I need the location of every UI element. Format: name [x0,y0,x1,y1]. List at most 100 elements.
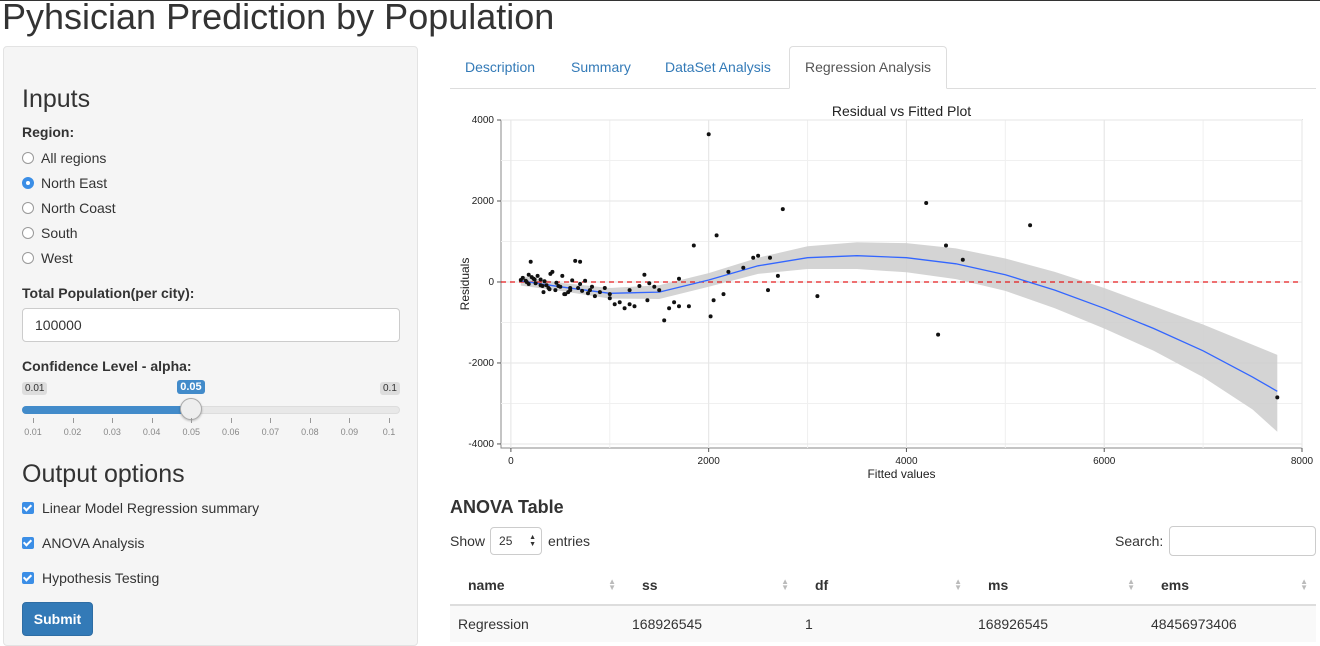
tab-regression-analysis[interactable]: Regression Analysis [789,46,948,89]
anova-heading: ANOVA Table [450,497,564,517]
cell-ss: 168926545 [632,616,703,632]
column-header-ss[interactable]: ss ▲ ▼ [624,566,797,604]
data-point [960,257,965,262]
column-header-df[interactable]: df ▲ ▼ [797,566,970,604]
slider-tick-label: 0.09 [340,427,359,437]
radio-button[interactable] [22,152,34,164]
radio-button[interactable] [22,227,34,239]
column-header-name[interactable]: name ▲ ▼ [450,566,624,604]
y-tick-label: -4000 [468,439,494,450]
radio-north-coast[interactable]: North Coast [22,199,116,217]
confidence-slider-fill [22,406,192,414]
checkbox-anova-analysis[interactable]: ANOVA Analysis [22,534,144,552]
data-point [672,300,677,305]
confidence-slider-handle[interactable] [180,398,203,420]
checkbox-checked-icon[interactable] [22,572,34,584]
tab-description[interactable]: Description [465,59,536,75]
cell-df: 1 [805,616,813,632]
data-point [578,259,583,264]
radio-north-east[interactable]: North East [22,174,107,192]
data-point [711,298,716,303]
slider-tick-label: 0.02 [63,427,82,437]
select-arrows-icon: ▲ ▼ [529,534,537,548]
data-point [538,283,543,288]
slider-tick-label: 0.01 [24,427,42,437]
slider-tick-label: 0.03 [103,427,121,437]
data-point [775,273,780,278]
data-point [533,281,538,286]
data-point [657,288,662,293]
data-point [612,302,617,307]
slider-tick [389,418,390,423]
tab-dataset-analysis[interactable]: DataSet Analysis [665,59,771,75]
y-axis-label: Residuals [458,258,472,311]
cell-name: Regression [458,616,529,632]
data-point [714,233,719,238]
data-point [632,304,637,309]
checkbox-hypothesis-testing[interactable]: Hypothesis Testing [22,569,159,587]
submit-button[interactable]: Submit [22,602,93,636]
data-point [780,207,785,212]
radio-west[interactable]: West [22,249,73,267]
data-point [1275,395,1280,400]
confidence-label: Confidence Level - alpha: [22,358,192,374]
table-header-row: name ▲ ▼ ss ▲ ▼ df ▲ ▼ ms ▲ ▼ ems ▲ ▼ [450,566,1316,606]
data-point [602,286,607,290]
data-point [562,292,567,297]
radio-button-selected[interactable] [22,177,34,189]
data-point [586,291,590,296]
data-point [768,255,772,260]
data-point [936,332,941,337]
column-header-label: ss [642,577,658,593]
y-tick-label: 0 [488,277,494,288]
cell-ems: 48456973406 [1151,616,1237,632]
x-tick-label: 8000 [1291,456,1314,467]
search-input[interactable] [1169,526,1316,556]
checkbox-label: Linear Model Regression summary [42,500,260,516]
show-label: Show [450,533,486,549]
radio-button[interactable] [22,202,34,214]
x-tick-label: 2000 [698,456,721,467]
data-point [1028,223,1033,228]
data-point [526,272,531,277]
search-label: Search: [1115,533,1164,549]
radio-south[interactable]: South [22,224,78,242]
confidence-band [520,242,1278,432]
slider-tick-label: 0.04 [142,427,161,437]
radio-all-regions[interactable]: All regions [22,149,106,167]
data-point [542,279,547,284]
slider-tick [309,418,311,423]
x-tick-label: 6000 [1093,456,1116,467]
checkbox-label: Hypothesis Testing [42,570,160,586]
column-header-ms[interactable]: ms ▲ ▼ [970,566,1143,604]
data-point [544,283,549,288]
checkbox-checked-icon[interactable] [22,502,34,514]
checkbox-checked-icon[interactable] [22,537,34,549]
data-point [622,306,627,311]
slider-tick-label: 0.07 [261,427,280,437]
data-point [558,284,563,289]
page-title: Pyhsician Prediction by Population [2,0,555,37]
slider-value-label: 0.05 [177,380,205,394]
data-point [756,253,761,258]
checkbox-linear-model-summary[interactable]: Linear Model Regression summary [22,499,259,517]
data-point [535,273,540,278]
column-header-ems[interactable]: ems ▲ ▼ [1143,566,1316,604]
data-point [541,290,546,295]
population-input[interactable]: 100000 [22,308,400,342]
column-header-label: ms [988,577,1009,593]
sort-icon: ▲ ▼ [1127,577,1135,592]
data-point [532,277,537,282]
y-tick-label: -2000 [468,358,494,369]
slider-tick-label: 0.06 [222,427,240,437]
table-row: Regression 168926545 1 168926545 4845697… [450,606,1316,642]
data-point [573,258,578,263]
column-header-label: name [468,577,505,593]
radio-button[interactable] [22,252,34,264]
residual-vs-fitted-chart: 0 2000 4000 6000 8000 -4000 -2000 0 2000 4000 Resi… [450,96,1316,484]
top-rule [0,0,1320,1]
tab-summary[interactable]: Summary [571,59,631,75]
data-point [553,288,558,293]
entries-select[interactable]: 25 ▲ ▼ [490,527,543,555]
x-axis-label: Fitted values [867,467,935,481]
